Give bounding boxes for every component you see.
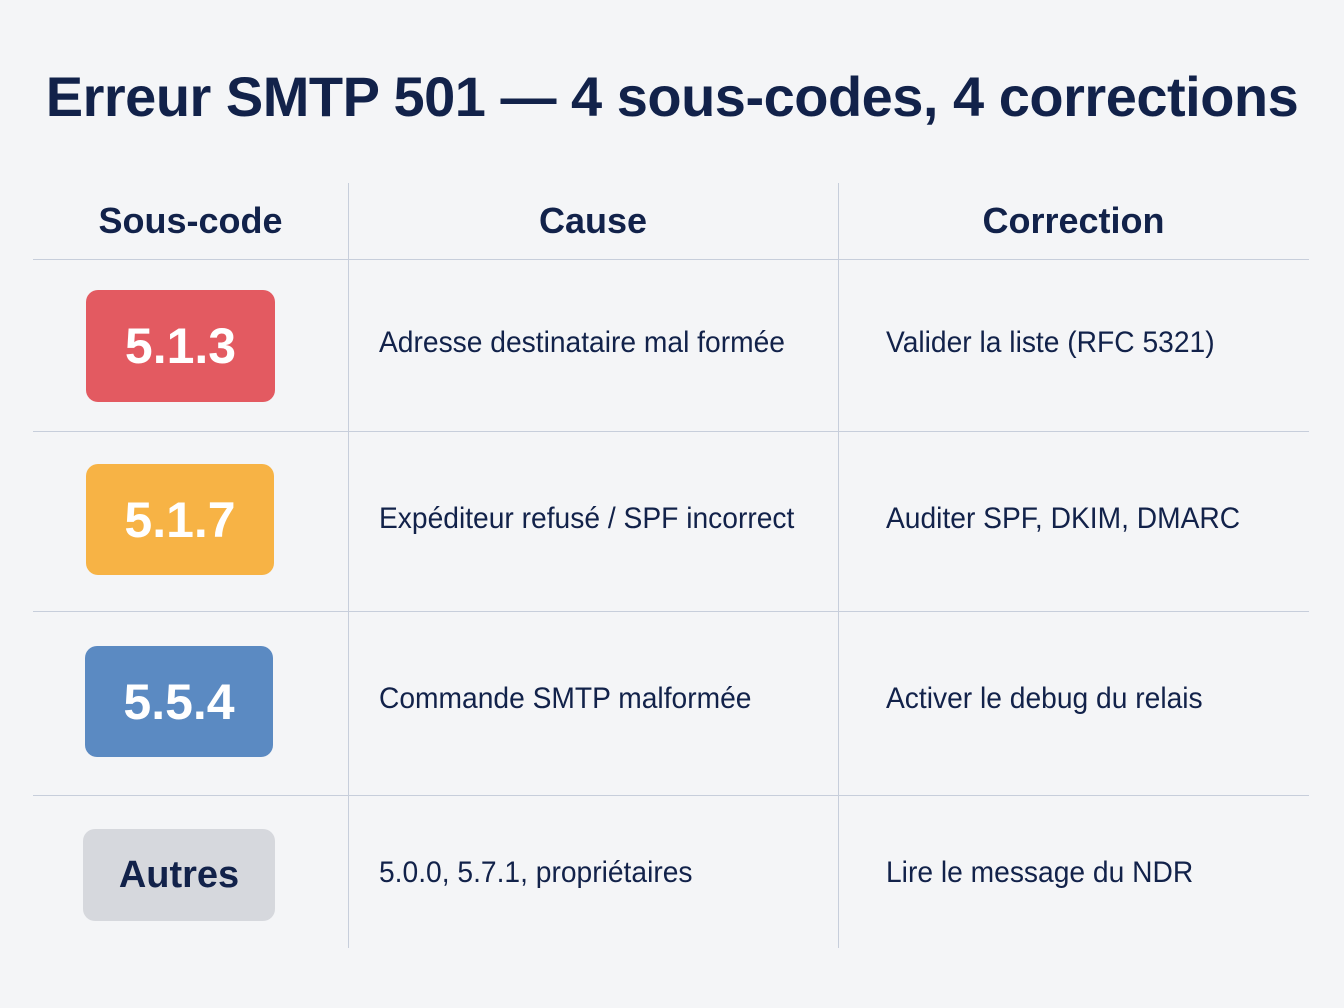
subcode-table: Sous-code Cause Correction 5.1.3 Adresse… <box>33 183 1309 948</box>
correction-text: Valider la liste (RFC 5321) <box>886 326 1215 359</box>
table-row: 5.1.3 Adresse destinataire mal formée Va… <box>33 260 1309 431</box>
subcode-cell: Autres <box>33 796 348 948</box>
table-row: 5.1.7 Expéditeur refusé / SPF incorrect … <box>33 432 1309 611</box>
page-title: Erreur SMTP 501 — 4 sous-codes, 4 correc… <box>45 65 1299 128</box>
table-row: 5.5.4 Commande SMTP malformée Activer le… <box>33 612 1309 795</box>
column-header-cause: Cause <box>538 200 648 241</box>
column-divider-2 <box>838 183 839 948</box>
subcode-cell: 5.1.3 <box>33 260 348 431</box>
row-divider-3 <box>33 795 1309 796</box>
row-divider-1 <box>33 431 1309 432</box>
header-divider <box>33 259 1309 260</box>
subcode-badge: 5.1.7 <box>86 464 274 575</box>
correction-text: Auditer SPF, DKIM, DMARC <box>886 502 1241 535</box>
table-row: Autres 5.0.0, 5.7.1, propriétaires Lire … <box>33 796 1309 948</box>
correction-text: Lire le message du NDR <box>886 856 1194 889</box>
cause-text: Expéditeur refusé / SPF incorrect <box>379 502 795 535</box>
correction-text: Activer le debug du relais <box>886 682 1203 715</box>
row-divider-2 <box>33 611 1309 612</box>
cause-text: Adresse destinataire mal formée <box>379 326 785 359</box>
cause-text: 5.0.0, 5.7.1, propriétaires <box>379 856 693 889</box>
subcode-cell: 5.1.7 <box>33 432 348 611</box>
subcode-badge: 5.5.4 <box>85 646 273 757</box>
column-header-subcode: Sous-code <box>98 200 283 241</box>
cause-text: Commande SMTP malformée <box>379 682 752 715</box>
column-divider-1 <box>348 183 349 948</box>
subcode-cell: 5.5.4 <box>33 612 348 795</box>
subcode-badge: Autres <box>83 829 275 921</box>
subcode-badge: 5.1.3 <box>86 290 275 402</box>
column-header-correction: Correction <box>982 200 1165 241</box>
